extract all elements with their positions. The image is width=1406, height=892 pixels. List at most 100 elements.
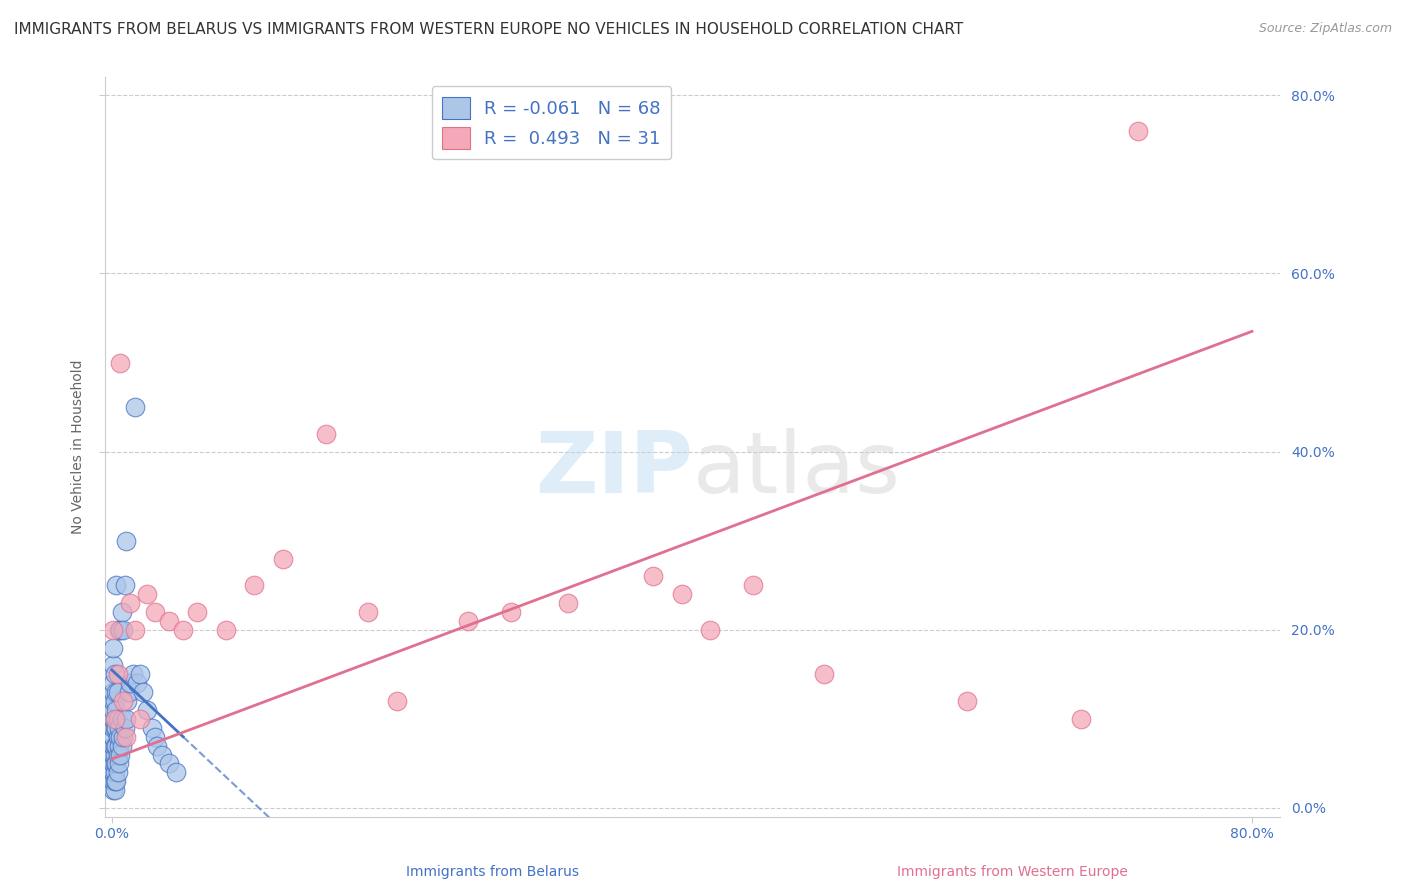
Point [103,774,125,789]
Text: Source: ZipAtlas.com: Source: ZipAtlas.com [1258,22,1392,36]
Y-axis label: No Vehicles in Household: No Vehicles in Household [72,359,86,534]
Point [1070,712,1092,726]
Text: Immigrants from Belarus: Immigrants from Belarus [405,864,579,879]
Point [111,712,134,726]
Point [105,685,128,699]
Point [643,569,665,583]
Point [956,694,979,708]
Point [136,703,159,717]
Point [117,694,139,708]
Point [146,739,169,753]
Text: IMMIGRANTS FROM BELARUS VS IMMIGRANTS FROM WESTERN EUROPE NO VEHICLES IN HOUSEHO: IMMIGRANTS FROM BELARUS VS IMMIGRANTS FR… [14,22,963,37]
Point [112,623,135,637]
Point [105,739,128,753]
Point [104,739,127,753]
Point [271,551,294,566]
Point [186,605,208,619]
Point [671,587,693,601]
Point [108,739,131,753]
Point [136,587,159,601]
Point [115,712,138,726]
Point [103,640,125,655]
Point [104,783,127,797]
Point [115,533,138,548]
Point [112,694,135,708]
Point [105,774,128,789]
Point [105,703,128,717]
Point [115,730,138,744]
Point [111,739,134,753]
Point [103,739,125,753]
Point [103,658,125,673]
Point [243,578,266,592]
Point [107,685,129,699]
Point [457,614,479,628]
Point [129,667,152,681]
Point [103,747,125,762]
Point [143,730,166,744]
Point [105,721,128,735]
Point [557,596,579,610]
Point [813,667,835,681]
Point [104,747,127,762]
Point [103,730,125,744]
Point [104,756,127,771]
Point [129,712,152,726]
Point [122,667,145,681]
Legend: R = -0.061   N = 68, R =  0.493   N = 31: R = -0.061 N = 68, R = 0.493 N = 31 [432,87,671,160]
Point [120,676,142,690]
Point [104,712,127,726]
Point [103,676,125,690]
Point [103,712,125,726]
Point [108,756,131,771]
Point [357,605,380,619]
Point [118,685,141,699]
Point [215,623,238,637]
Point [114,721,136,735]
Point [157,756,180,771]
Point [385,694,408,708]
Point [150,747,173,762]
Point [104,667,127,681]
Point [108,623,131,637]
Point [108,721,131,735]
Point [103,623,125,637]
Point [104,774,127,789]
Point [107,667,129,681]
Point [107,765,129,780]
Point [105,578,128,592]
Point [110,623,132,637]
Point [107,747,129,762]
Point [1126,124,1149,138]
Point [499,605,522,619]
Point [165,765,187,780]
Point [132,685,155,699]
Point [103,783,125,797]
Point [157,614,180,628]
Point [112,730,135,744]
Point [124,623,146,637]
Point [104,765,127,780]
Point [107,730,129,744]
Point [110,747,132,762]
Point [120,596,142,610]
Point [143,605,166,619]
Point [105,756,128,771]
Point [104,721,127,735]
Point [104,712,127,726]
Point [110,355,132,369]
Point [699,623,721,637]
Point [103,756,125,771]
Point [127,676,149,690]
Text: Immigrants from Western Europe: Immigrants from Western Europe [897,864,1128,879]
Text: atlas: atlas [693,428,901,511]
Point [110,730,132,744]
Point [124,400,146,414]
Point [742,578,765,592]
Point [103,703,125,717]
Point [104,694,127,708]
Point [107,712,129,726]
Text: ZIP: ZIP [534,428,693,511]
Point [103,685,125,699]
Point [103,694,125,708]
